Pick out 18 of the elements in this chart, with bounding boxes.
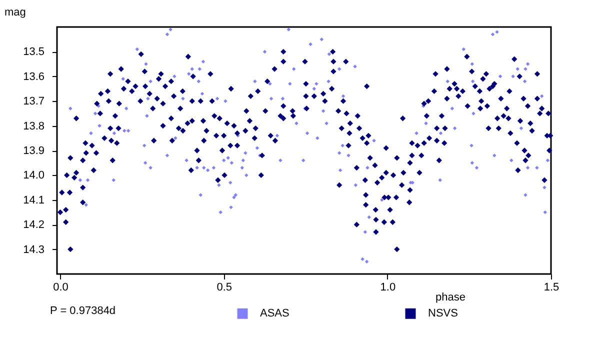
x-tick-label: 0.5 (216, 282, 232, 294)
y-tick-label: 13.5 (23, 46, 44, 58)
x-tick-label: 1.0 (380, 282, 396, 294)
text: P = 0.97384d (50, 305, 116, 317)
y-tick-label: 14.2 (23, 219, 44, 232)
y-tick-label: 13.9 (23, 145, 44, 157)
x-tick-label: 0.0 (53, 282, 68, 294)
legend-label: ASAS (260, 308, 290, 320)
y-tick-label: 13.7 (23, 96, 44, 108)
y-axis-title: mag (4, 6, 26, 18)
y-tick-label: 14.0 (23, 170, 44, 182)
legend-label: NSVS (428, 308, 458, 320)
y-tick-label: 13.8 (23, 120, 44, 132)
y-tick-label: 13.6 (23, 70, 44, 83)
x-axis-title: phase (436, 292, 466, 304)
x-tick-label: 1.5 (544, 282, 560, 294)
y-tick-label: 14.3 (23, 244, 44, 256)
y-tick-label: 14.1 (23, 194, 44, 206)
